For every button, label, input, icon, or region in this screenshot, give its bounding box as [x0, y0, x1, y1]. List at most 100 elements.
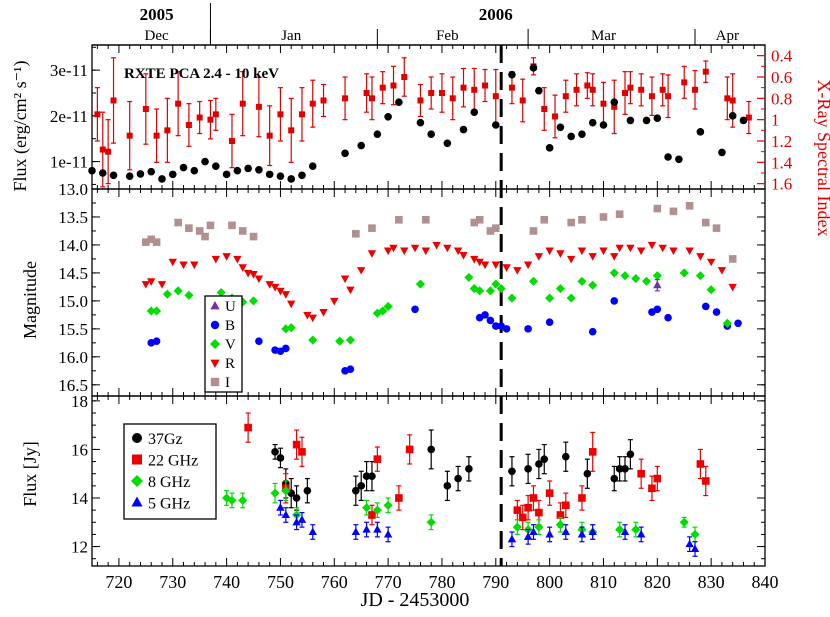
radio-37Gz-point — [621, 465, 629, 473]
xray-index-point — [288, 127, 295, 134]
optical-R-point — [647, 241, 657, 250]
xray-flux-point — [610, 98, 619, 106]
optical-I-point — [195, 227, 204, 235]
radio-22-GHz-point — [637, 469, 645, 478]
optical-R-point — [421, 247, 430, 256]
x-tick-label: 730 — [159, 572, 186, 592]
optical-I-point — [529, 227, 538, 235]
xray-index-point — [665, 93, 672, 100]
optical-y-tick-label: 14.5 — [58, 264, 88, 283]
optical-V-point — [491, 279, 501, 289]
optical-V-point — [469, 284, 479, 294]
optical-V-point — [335, 336, 345, 346]
xray-index-point — [492, 93, 499, 100]
radio-5-GHz-point — [308, 527, 317, 536]
xray-flux-point — [276, 172, 285, 180]
radio-5-GHz-point — [620, 527, 630, 536]
xray-y-tick-label: 1e-11 — [50, 153, 88, 172]
radio-22-GHz-point — [578, 494, 586, 502]
xray-flux-point — [147, 167, 156, 176]
optical-I-point — [669, 207, 678, 216]
year-label: 2005 — [140, 5, 174, 24]
xray-index-point — [207, 116, 214, 123]
radio-8-GHz-point — [238, 495, 248, 505]
optical-V-point — [485, 286, 495, 296]
xray-flux-point — [395, 98, 403, 106]
xray-index-point — [562, 93, 569, 100]
optical-R-point — [545, 247, 554, 256]
optical-R-point — [222, 253, 231, 261]
radio-37Gz-point — [357, 482, 366, 490]
radio-37Gz-point — [276, 454, 285, 462]
radio-5-GHz-point — [561, 527, 570, 536]
xray-index-point — [390, 82, 397, 89]
optical-I-point — [615, 210, 624, 218]
optical-B-point — [610, 297, 619, 305]
radio-5-GHz-point — [545, 529, 554, 538]
xray-index-point — [266, 132, 273, 139]
radio-legend-marker — [132, 433, 142, 443]
xray-flux-point — [125, 172, 134, 180]
radio-22-GHz-point — [368, 511, 376, 519]
optical-R-point — [588, 253, 597, 261]
x-tick-label: 790 — [482, 572, 509, 592]
optical-R-point — [147, 278, 156, 286]
optical-R-point — [432, 241, 441, 250]
optical-B-point — [524, 325, 532, 333]
radio-y-tick-label: 12 — [71, 538, 88, 557]
optical-R-point — [443, 244, 452, 253]
optical-I-point — [599, 213, 608, 221]
radio-5-GHz-point — [276, 503, 285, 511]
xray-index-point — [541, 106, 548, 112]
optical-I-point — [185, 224, 193, 232]
radio-5-GHz-point — [588, 527, 597, 536]
optical-R-point — [717, 267, 727, 275]
xray-flux-point — [212, 162, 220, 170]
optical-V-point — [286, 323, 296, 333]
optical-R-point — [157, 281, 167, 289]
month-label: Dec — [145, 28, 169, 44]
optical-R-point — [319, 309, 328, 317]
radio-37Gz-point — [352, 486, 360, 495]
xray-flux-point — [718, 148, 726, 157]
radio-legend-marker — [131, 475, 143, 487]
radio-37Gz-point — [615, 465, 624, 473]
xray-flux-point — [443, 139, 452, 148]
xray-flux-point — [341, 149, 349, 158]
xray-flux-point — [535, 86, 543, 95]
optical-R-point — [303, 311, 312, 320]
xray-flux-point — [298, 171, 306, 180]
radio-37Gz-point — [540, 455, 549, 463]
optical-V-point — [695, 271, 705, 281]
xray-index-point — [692, 86, 699, 93]
optical-R-point — [696, 253, 705, 261]
radio-8-GHz-point — [281, 486, 291, 496]
radio-legend-label: 22 GHz — [148, 453, 198, 470]
xray-index-point — [482, 82, 489, 89]
xray-index-point — [164, 127, 171, 134]
xray-index-point — [99, 146, 106, 153]
optical-I-point — [685, 201, 694, 210]
radio-legend-marker — [132, 454, 142, 465]
radio-37Gz-point — [443, 482, 452, 490]
radio-22-GHz-point — [545, 489, 554, 497]
legend-marker-B — [210, 320, 220, 330]
radio-22-GHz-point — [244, 423, 252, 432]
xray-flux-point — [158, 175, 166, 183]
optical-R-point — [179, 261, 188, 270]
optical-I-point — [152, 238, 161, 246]
optical-B-point — [712, 308, 721, 316]
optical-R-point — [610, 253, 619, 261]
xray-index-point — [110, 97, 117, 104]
optical-B-point — [486, 316, 495, 325]
optical-V-point — [507, 293, 517, 303]
optical-V-point — [308, 335, 318, 345]
xray-index-point — [126, 132, 133, 139]
xray-index-point — [648, 93, 655, 100]
radio-22-GHz-point — [535, 508, 543, 517]
xray-flux-point — [384, 112, 392, 121]
xray-flux-point — [416, 118, 425, 127]
optical-V-point — [577, 276, 587, 286]
optical-I-point — [728, 255, 737, 263]
